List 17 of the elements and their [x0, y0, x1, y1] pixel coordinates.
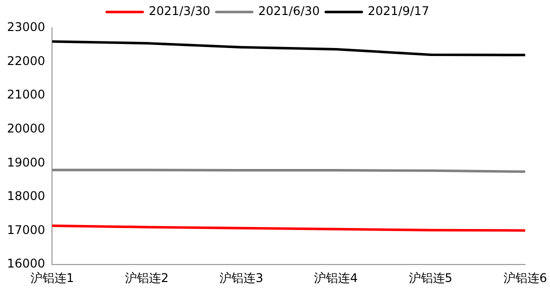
x-tick-label: 沪铝连4	[314, 270, 358, 285]
y-tick-label: 19000	[6, 155, 46, 170]
x-tick-label: 沪铝连3	[220, 270, 264, 285]
legend-label: 2021/3/30	[148, 4, 210, 18]
y-tick-label: 16000	[6, 256, 46, 271]
legend-label: 2021/6/30	[258, 4, 320, 18]
y-tick-label: 22000	[6, 54, 46, 68]
x-tick-label: 沪铝连6	[503, 270, 548, 285]
x-tick-label: 沪铝连5	[408, 270, 452, 285]
x-tick-label: 沪铝连1	[30, 270, 74, 285]
y-tick-label: 18000	[6, 189, 46, 204]
x-tick-label: 沪铝连2	[124, 270, 169, 285]
y-tick-label: 17000	[6, 222, 46, 237]
y-tick-label: 23000	[6, 20, 46, 34]
y-tick-label: 20000	[6, 122, 46, 136]
legend-label: 2021/9/17	[368, 4, 430, 18]
y-tick-label: 21000	[6, 88, 46, 102]
